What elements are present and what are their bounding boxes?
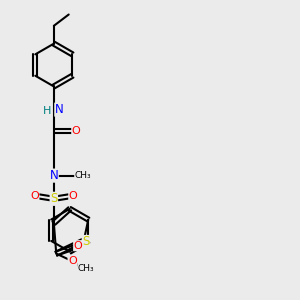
Text: O: O <box>72 126 80 136</box>
Text: H: H <box>43 106 52 116</box>
Text: O: O <box>69 191 77 201</box>
Text: O: O <box>30 191 39 201</box>
Text: O: O <box>74 241 82 251</box>
Text: O: O <box>68 256 77 266</box>
Text: CH₃: CH₃ <box>78 264 94 273</box>
Text: S: S <box>82 236 90 248</box>
Text: N: N <box>55 103 64 116</box>
Text: N: N <box>50 169 58 182</box>
Text: CH₃: CH₃ <box>75 171 91 180</box>
Text: S: S <box>50 192 58 205</box>
